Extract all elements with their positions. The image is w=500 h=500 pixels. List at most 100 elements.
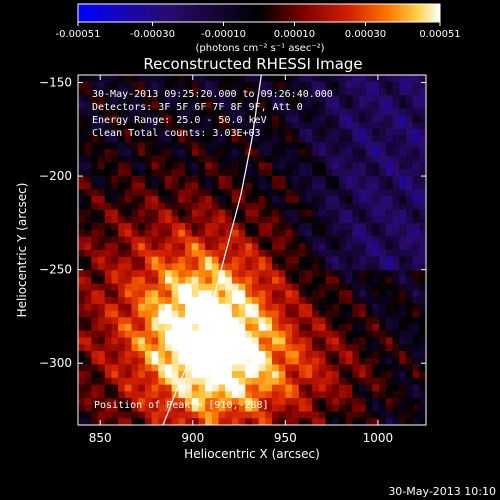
heatmap-cell <box>245 223 253 231</box>
heatmap-cell <box>138 411 146 419</box>
heatmap-cell <box>104 115 112 123</box>
heatmap-cell <box>165 330 173 338</box>
heatmap-cell <box>365 324 373 332</box>
heatmap-cell <box>292 88 300 96</box>
heatmap-cell <box>138 182 146 190</box>
heatmap-cell <box>325 162 333 170</box>
heatmap-cell <box>131 297 139 305</box>
heatmap-cell <box>198 256 206 264</box>
heatmap-cell <box>312 310 320 318</box>
heatmap-cell <box>225 310 233 318</box>
heatmap-cell <box>372 216 380 224</box>
heatmap-cell <box>298 81 306 89</box>
heatmap-cell <box>265 263 273 271</box>
heatmap-cell <box>78 243 86 251</box>
heatmap-cell <box>252 310 260 318</box>
heatmap-cell <box>104 122 112 130</box>
heatmap-cell <box>392 243 400 251</box>
heatmap-cell <box>252 418 260 425</box>
heatmap-cell <box>298 189 306 197</box>
heatmap-cell <box>185 95 193 103</box>
heatmap-cell <box>131 75 139 83</box>
heatmap-cell <box>339 317 347 325</box>
heatmap-cell <box>379 377 387 386</box>
heatmap-cell <box>245 290 253 298</box>
heatmap-cell <box>151 377 159 386</box>
heatmap-cell <box>278 297 286 305</box>
heatmap-cell <box>171 310 179 318</box>
heatmap-cell <box>138 95 146 103</box>
heatmap-cell <box>165 324 173 332</box>
heatmap-cell <box>211 404 219 412</box>
heatmap-cell <box>345 364 353 372</box>
heatmap-cell <box>191 101 199 110</box>
heatmap-cell <box>104 324 112 332</box>
heatmap-cell <box>285 243 293 251</box>
heatmap-cell <box>379 256 387 264</box>
heatmap-cell <box>124 236 132 244</box>
heatmap-cell <box>265 384 273 392</box>
heatmap-cell <box>218 344 226 352</box>
heatmap-cell <box>118 263 126 271</box>
heatmap-cell <box>298 142 306 150</box>
heatmap-cell <box>278 270 286 278</box>
heatmap-cell <box>332 223 340 231</box>
heatmap-cell <box>258 88 266 96</box>
heatmap-cell <box>144 95 153 103</box>
heatmap-cell <box>292 371 300 379</box>
heatmap-cell <box>165 196 173 204</box>
heatmap-cell <box>365 411 373 419</box>
heatmap-cell <box>352 223 360 231</box>
heatmap-cell <box>292 391 300 399</box>
heatmap-cell <box>124 243 132 251</box>
heatmap-cell <box>198 122 206 130</box>
heatmap-cell <box>385 196 393 204</box>
heatmap-cell <box>359 169 367 177</box>
heatmap-cell <box>225 418 233 425</box>
heatmap-cell <box>285 263 293 271</box>
heatmap-cell <box>198 162 206 170</box>
heatmap-cell <box>238 270 246 278</box>
heatmap-cell <box>191 243 199 251</box>
heatmap-cell <box>84 357 92 365</box>
heatmap-cell <box>412 330 420 338</box>
heatmap-cell <box>305 229 313 237</box>
heatmap-cell <box>372 101 380 110</box>
heatmap-cell <box>111 344 119 352</box>
heatmap-cell <box>151 95 159 103</box>
heatmap-cell <box>118 95 126 103</box>
heatmap-cell <box>312 142 320 150</box>
heatmap-cell <box>265 270 273 278</box>
heatmap-cell <box>138 202 146 211</box>
heatmap-cell <box>285 256 293 264</box>
heatmap-cell <box>365 81 373 89</box>
heatmap-cell <box>104 236 112 244</box>
heatmap-cell <box>265 196 273 204</box>
heatmap-cell <box>318 101 327 110</box>
heatmap-cell <box>171 411 179 419</box>
heatmap-cell <box>258 162 266 170</box>
heatmap-cell <box>118 350 126 359</box>
heatmap-cell <box>292 310 300 318</box>
heatmap-cell <box>171 384 179 392</box>
heatmap-cell <box>265 303 273 311</box>
heatmap-cell <box>138 297 146 305</box>
heatmap-cell <box>265 101 273 110</box>
heatmap-cell <box>272 202 280 211</box>
heatmap-cell <box>318 75 327 83</box>
heatmap-cell <box>298 236 306 244</box>
heatmap-cell <box>91 101 99 110</box>
heatmap-cell <box>332 142 340 150</box>
heatmap-cell <box>345 398 353 406</box>
heatmap-cell <box>198 128 206 136</box>
heatmap-cell <box>91 216 99 224</box>
heatmap-cell <box>84 283 92 291</box>
heatmap-cell <box>258 216 266 224</box>
heatmap-cell <box>365 283 373 291</box>
heatmap-cell <box>272 317 280 325</box>
heatmap-cell <box>238 418 246 425</box>
heatmap-cell <box>131 357 139 365</box>
heatmap-cell <box>305 128 313 136</box>
heatmap-cell <box>185 256 193 264</box>
heatmap-cell <box>285 135 293 143</box>
